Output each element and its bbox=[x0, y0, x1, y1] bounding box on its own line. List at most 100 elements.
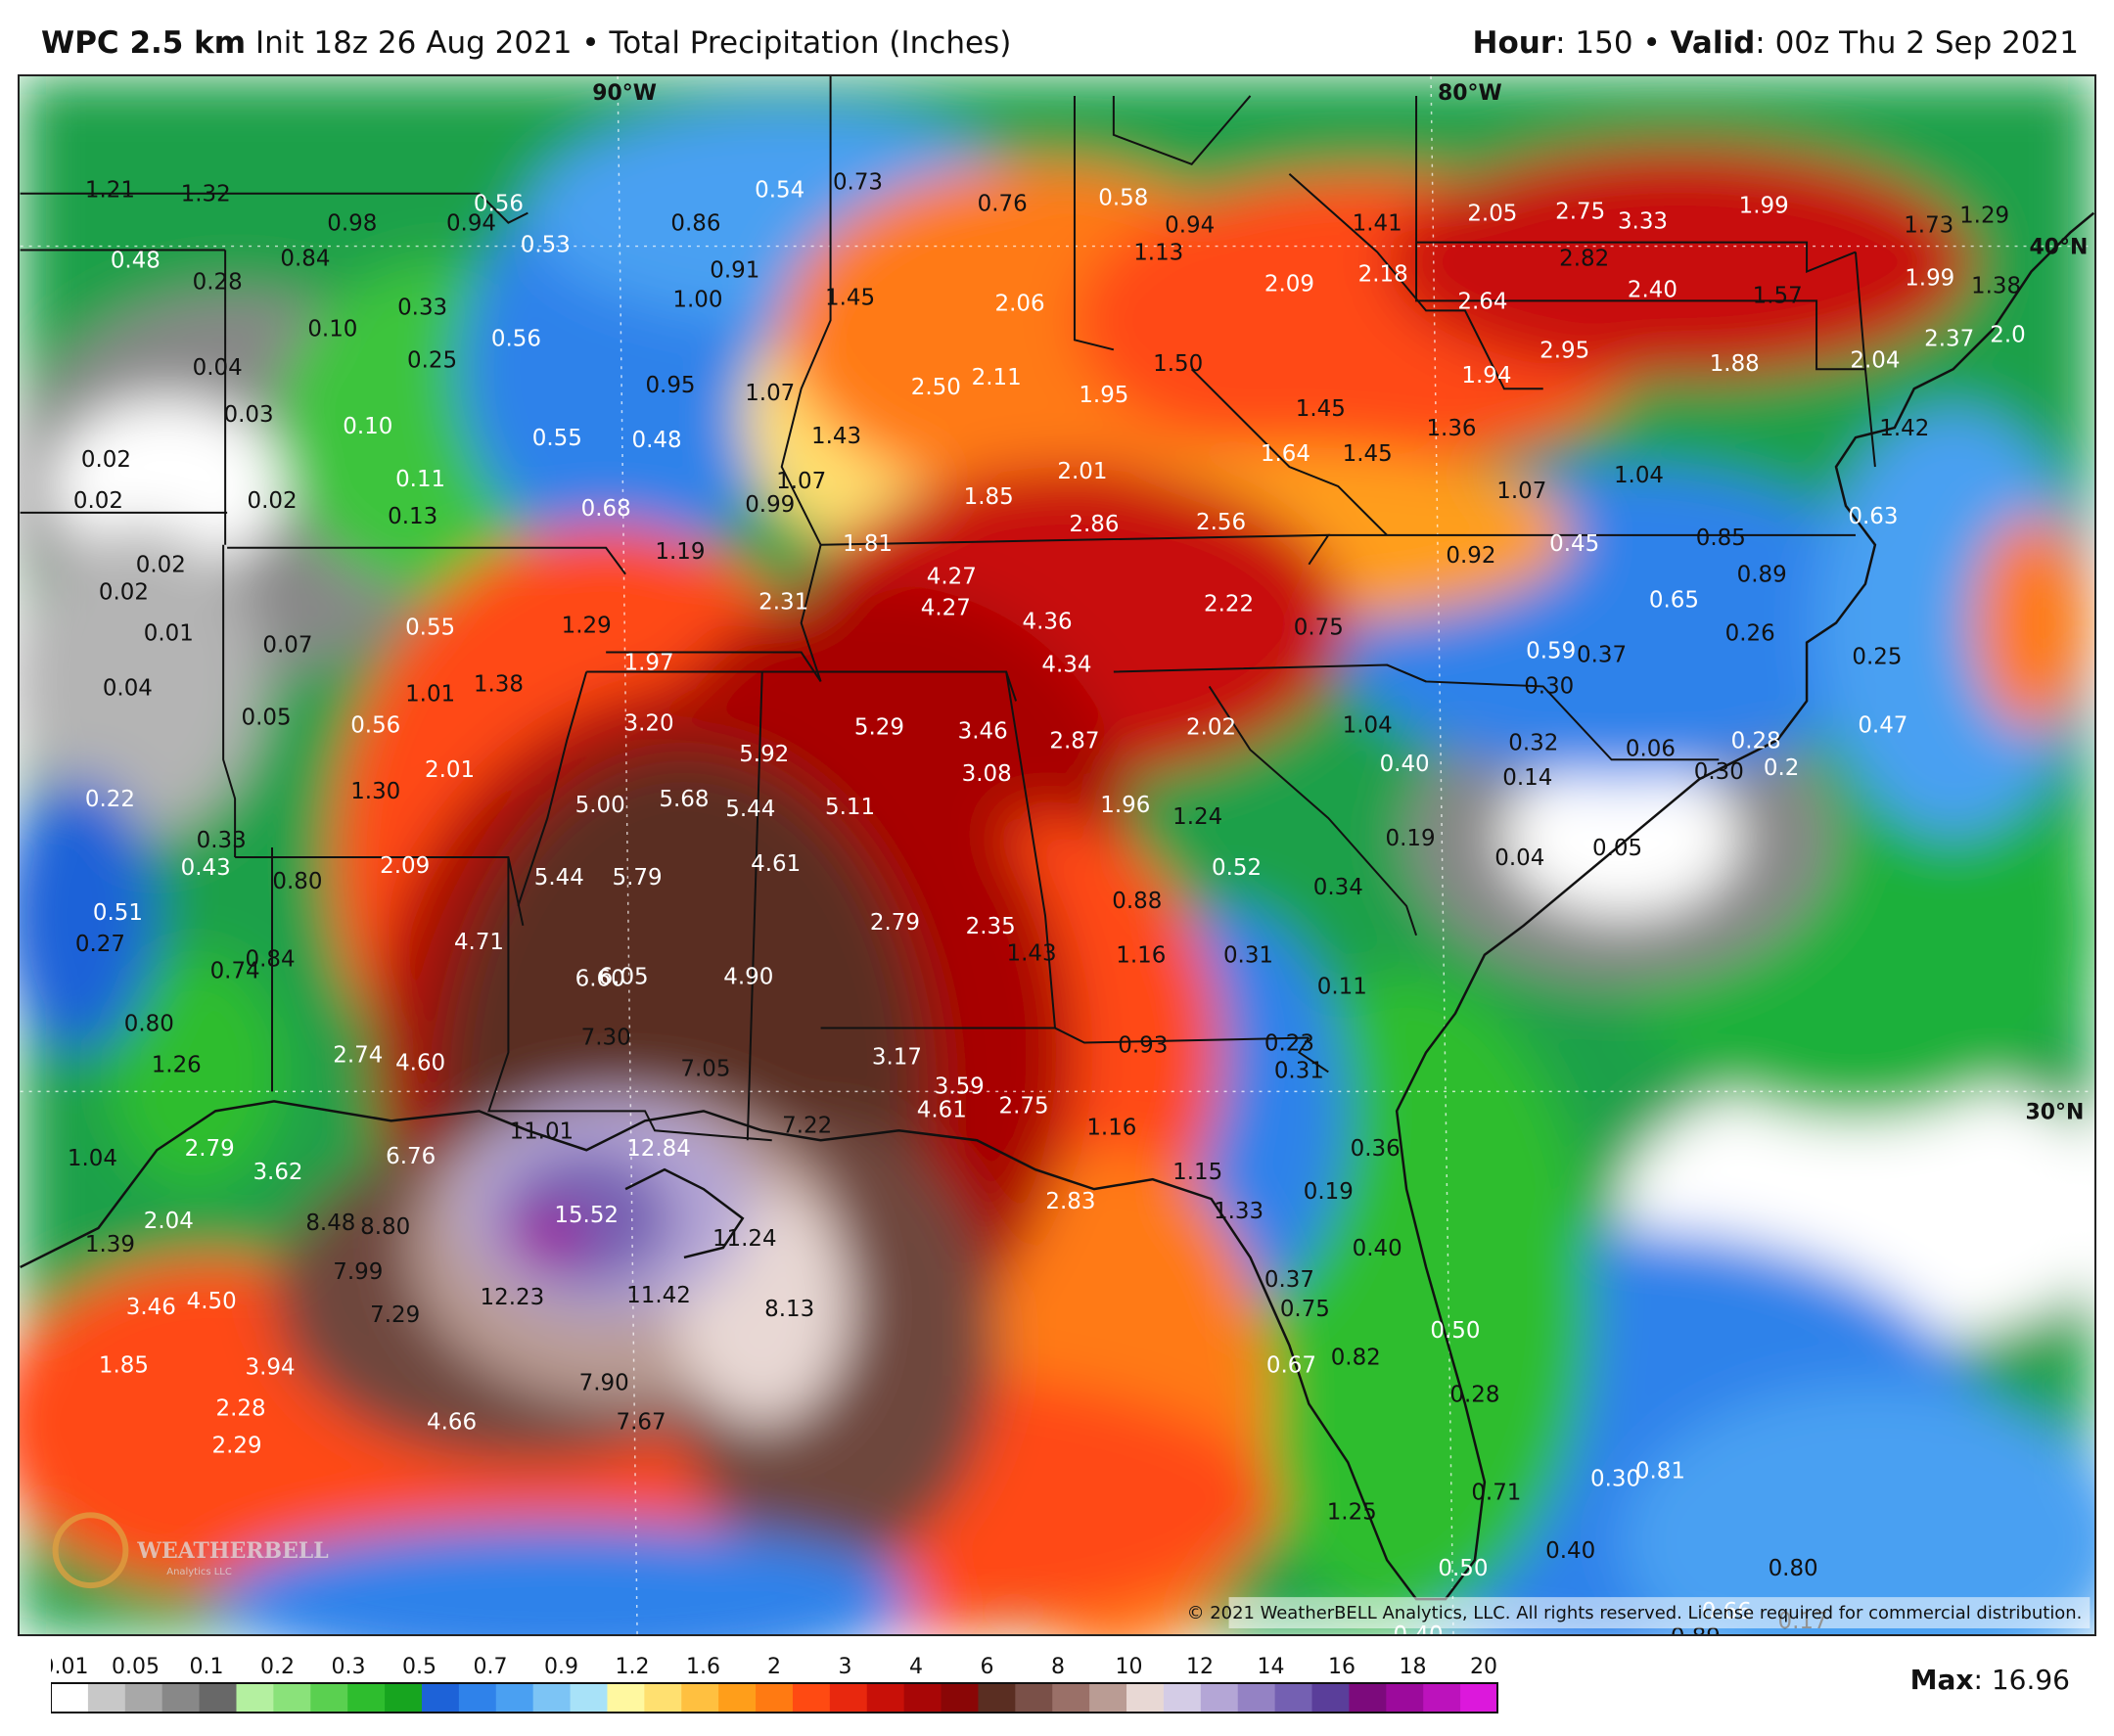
precip-value: 1.07 bbox=[745, 381, 795, 406]
precip-value: 0.54 bbox=[755, 178, 804, 204]
precip-value: 0.2 bbox=[1764, 755, 1799, 781]
init-time: Init 18z 26 Aug 2021 bbox=[254, 25, 573, 61]
precip-value: 0.52 bbox=[1212, 855, 1262, 881]
precip-value: 1.39 bbox=[85, 1232, 135, 1257]
grid-labels: 90°W 80°W 40°N 30°N bbox=[592, 81, 2088, 1124]
max-readout: Max: 16.96 bbox=[1910, 1664, 2070, 1696]
lat-label-40n: 40°N bbox=[2030, 236, 2089, 260]
state-borders bbox=[20, 76, 1876, 1142]
precip-value: 0.03 bbox=[224, 402, 274, 428]
model-name: WPC 2.5 km bbox=[41, 25, 247, 61]
copyright-text: © 2021 WeatherBELL Analytics, LLC. All r… bbox=[1187, 1603, 2083, 1623]
precip-value: 6.05 bbox=[599, 965, 649, 990]
precip-value: 0.89 bbox=[1671, 1624, 1721, 1636]
precip-value: 1.19 bbox=[655, 539, 705, 565]
max-value: : 16.96 bbox=[1973, 1664, 2071, 1696]
precip-value: 0.43 bbox=[181, 855, 231, 881]
precip-value: 7.99 bbox=[333, 1259, 383, 1285]
scale-swatch bbox=[347, 1683, 386, 1713]
precip-value: 0.02 bbox=[136, 553, 186, 578]
precip-value: 0.10 bbox=[343, 414, 392, 439]
precip-value: 0.50 bbox=[1438, 1556, 1488, 1581]
scale-swatch bbox=[681, 1683, 719, 1713]
precip-value: 1.16 bbox=[1116, 943, 1166, 969]
precip-value: 0.04 bbox=[193, 355, 243, 381]
precip-value: 4.60 bbox=[395, 1050, 445, 1075]
header-separator: • bbox=[581, 25, 600, 61]
scale-label: 1.6 bbox=[686, 1655, 720, 1679]
precip-value: 0.81 bbox=[1635, 1458, 1685, 1484]
scale-swatch bbox=[829, 1683, 868, 1713]
precip-value: 2.37 bbox=[1924, 326, 1974, 351]
precip-value: 0.56 bbox=[474, 192, 524, 217]
precip-value: 0.89 bbox=[1737, 563, 1787, 588]
precip-value: 2.56 bbox=[1196, 510, 1246, 535]
product-name: Total Precipitation (Inches) bbox=[609, 25, 1012, 61]
scale-label: 8 bbox=[1051, 1655, 1065, 1679]
scale-swatch bbox=[385, 1683, 423, 1713]
precip-value: 0.01 bbox=[144, 621, 194, 647]
precip-value: 0.98 bbox=[327, 211, 377, 237]
precip-value: 1.36 bbox=[1426, 416, 1476, 441]
precip-value: 3.46 bbox=[958, 718, 1008, 744]
precip-value: 1.43 bbox=[811, 424, 861, 449]
precip-value: 0.27 bbox=[75, 932, 125, 957]
precip-value: 1.45 bbox=[825, 285, 875, 310]
precip-value: 2.64 bbox=[1457, 289, 1507, 314]
precip-value: 0.63 bbox=[1848, 504, 1898, 529]
precip-value: 12.23 bbox=[481, 1285, 545, 1310]
scale-label: 0.3 bbox=[332, 1655, 366, 1679]
scale-border bbox=[51, 1682, 1498, 1713]
scale-label: 12 bbox=[1186, 1655, 1214, 1679]
hour-label: Hour bbox=[1472, 25, 1556, 61]
precip-value: 0.06 bbox=[1626, 736, 1676, 761]
precip-value: 0.56 bbox=[491, 326, 541, 351]
precip-value: 1.04 bbox=[68, 1146, 117, 1171]
precip-value: 0.28 bbox=[193, 269, 243, 295]
precip-value: 0.04 bbox=[1494, 845, 1544, 871]
precip-value: 1.29 bbox=[1959, 204, 2009, 229]
copyright-bg bbox=[1228, 1597, 2091, 1629]
scale-swatch bbox=[941, 1683, 980, 1713]
scale-swatch bbox=[199, 1683, 238, 1713]
precip-value: 0.74 bbox=[210, 959, 260, 984]
scale-swatch bbox=[1200, 1683, 1239, 1713]
precip-value: 4.27 bbox=[921, 596, 971, 621]
precip-value: 1.45 bbox=[1296, 396, 1346, 422]
precip-value: 11.42 bbox=[626, 1283, 691, 1308]
precip-value: 4.27 bbox=[927, 565, 977, 590]
precip-value: 1.99 bbox=[1739, 194, 1789, 219]
precip-value: 2.04 bbox=[1850, 347, 1900, 373]
precip-value: 5.29 bbox=[854, 714, 904, 740]
header-separator-2: • bbox=[1642, 25, 1661, 61]
precip-value: 0.91 bbox=[710, 257, 759, 283]
precip-value: 2.04 bbox=[144, 1209, 194, 1234]
precip-value: 4.71 bbox=[454, 930, 504, 955]
precip-value: 5.92 bbox=[739, 742, 789, 767]
precip-value: 0.75 bbox=[1294, 616, 1344, 641]
scale-label: 4 bbox=[909, 1655, 923, 1679]
precip-value: 1.01 bbox=[405, 681, 455, 707]
precip-value: 2.18 bbox=[1358, 261, 1408, 287]
scale-swatch bbox=[792, 1683, 831, 1713]
precip-value: 0.10 bbox=[307, 316, 357, 342]
precip-value-labels: 1.21 1.320.98 0.940.560.54 0.730.76 0.580.94… bbox=[68, 170, 2026, 1636]
scale-label: 20 bbox=[1470, 1655, 1497, 1679]
precip-field bbox=[20, 76, 2094, 1634]
precip-value: 0.94 bbox=[1165, 213, 1215, 239]
scale-label: 16 bbox=[1328, 1655, 1356, 1679]
precip-value: 0.22 bbox=[85, 787, 135, 812]
scale-swatch bbox=[1460, 1683, 1498, 1713]
coastlines bbox=[20, 211, 2094, 1601]
precip-value: 1.85 bbox=[99, 1353, 149, 1379]
scale-swatch bbox=[273, 1683, 311, 1713]
weatherbell-logo: WEATHERBELL Analytics LLC bbox=[52, 1512, 329, 1589]
precip-value: 0.48 bbox=[631, 428, 681, 453]
precip-value: 1.43 bbox=[1007, 941, 1057, 967]
precip-value: 0.19 bbox=[1386, 826, 1436, 851]
scale-swatch bbox=[124, 1683, 163, 1713]
precip-value: 0.65 bbox=[1649, 588, 1699, 614]
precip-value: 1.33 bbox=[1214, 1199, 1264, 1224]
precip-value: 1.32 bbox=[181, 182, 231, 207]
precip-value: 1.42 bbox=[1879, 416, 1929, 441]
